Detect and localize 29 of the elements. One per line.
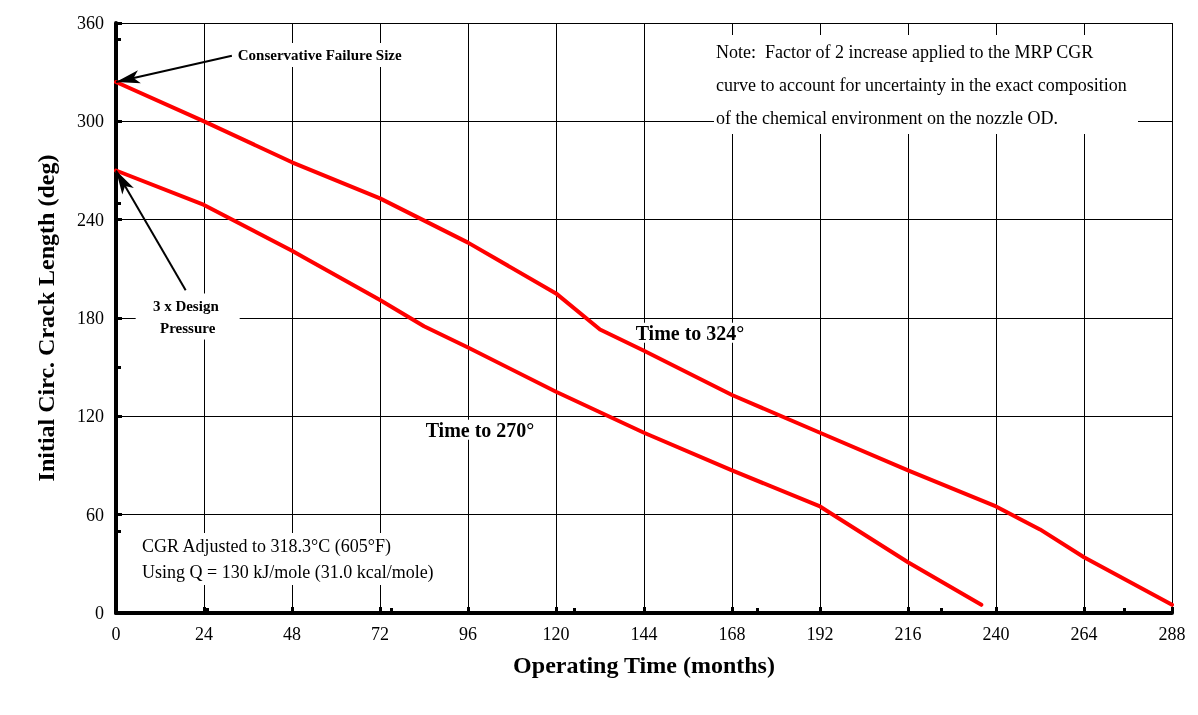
series-label: Time to 324° xyxy=(635,321,745,344)
series-label: Time to 270° xyxy=(425,418,535,441)
x-tick-label: 168 xyxy=(718,624,746,644)
x-tick-label: 48 xyxy=(283,624,301,644)
x-tick-label: 24 xyxy=(195,624,213,644)
y-tick-label: 360 xyxy=(77,13,104,33)
x-tick-label: 0 xyxy=(111,624,121,644)
y-tick-label: 240 xyxy=(77,209,104,230)
y-axis-title: Initial Circ. Crack Length (deg) xyxy=(33,154,59,482)
x-tick-label: 216 xyxy=(894,624,922,644)
y-tick-label: 180 xyxy=(77,308,104,328)
x-tick-label: 144 xyxy=(630,624,658,644)
x-tick-label: 264 xyxy=(1070,624,1098,644)
annotation: Note: Factor of 2 increase applied to the MRP CGR curve to account for uncertainty in the exact composition of the chemical environment on the nozzle OD. xyxy=(716,41,1132,128)
line-series xyxy=(114,168,984,607)
y-tick-label: 60 xyxy=(86,504,104,525)
x-tick-label: 192 xyxy=(806,624,834,644)
y-tick-label: 300 xyxy=(77,111,104,132)
x-tick-label: 120 xyxy=(542,624,570,644)
annotation: Conservative Failure Size xyxy=(237,46,402,63)
x-axis-title: Operating Time (months) xyxy=(513,652,775,678)
x-tick-label: 96 xyxy=(459,624,477,644)
annotation: 3 x Design Pressure xyxy=(152,297,223,336)
x-tick-label: 240 xyxy=(982,624,1010,644)
x-tick-label: 288 xyxy=(1158,624,1186,644)
x-tick-label: 72 xyxy=(371,624,389,644)
y-tick-label: 0 xyxy=(95,603,104,623)
annotation: CGR Adjusted to 318.3°C (605°F) Using Q = 130 kJ/mole (31.0 kcal/mole) xyxy=(142,536,434,583)
y-tick-label: 120 xyxy=(77,406,104,427)
